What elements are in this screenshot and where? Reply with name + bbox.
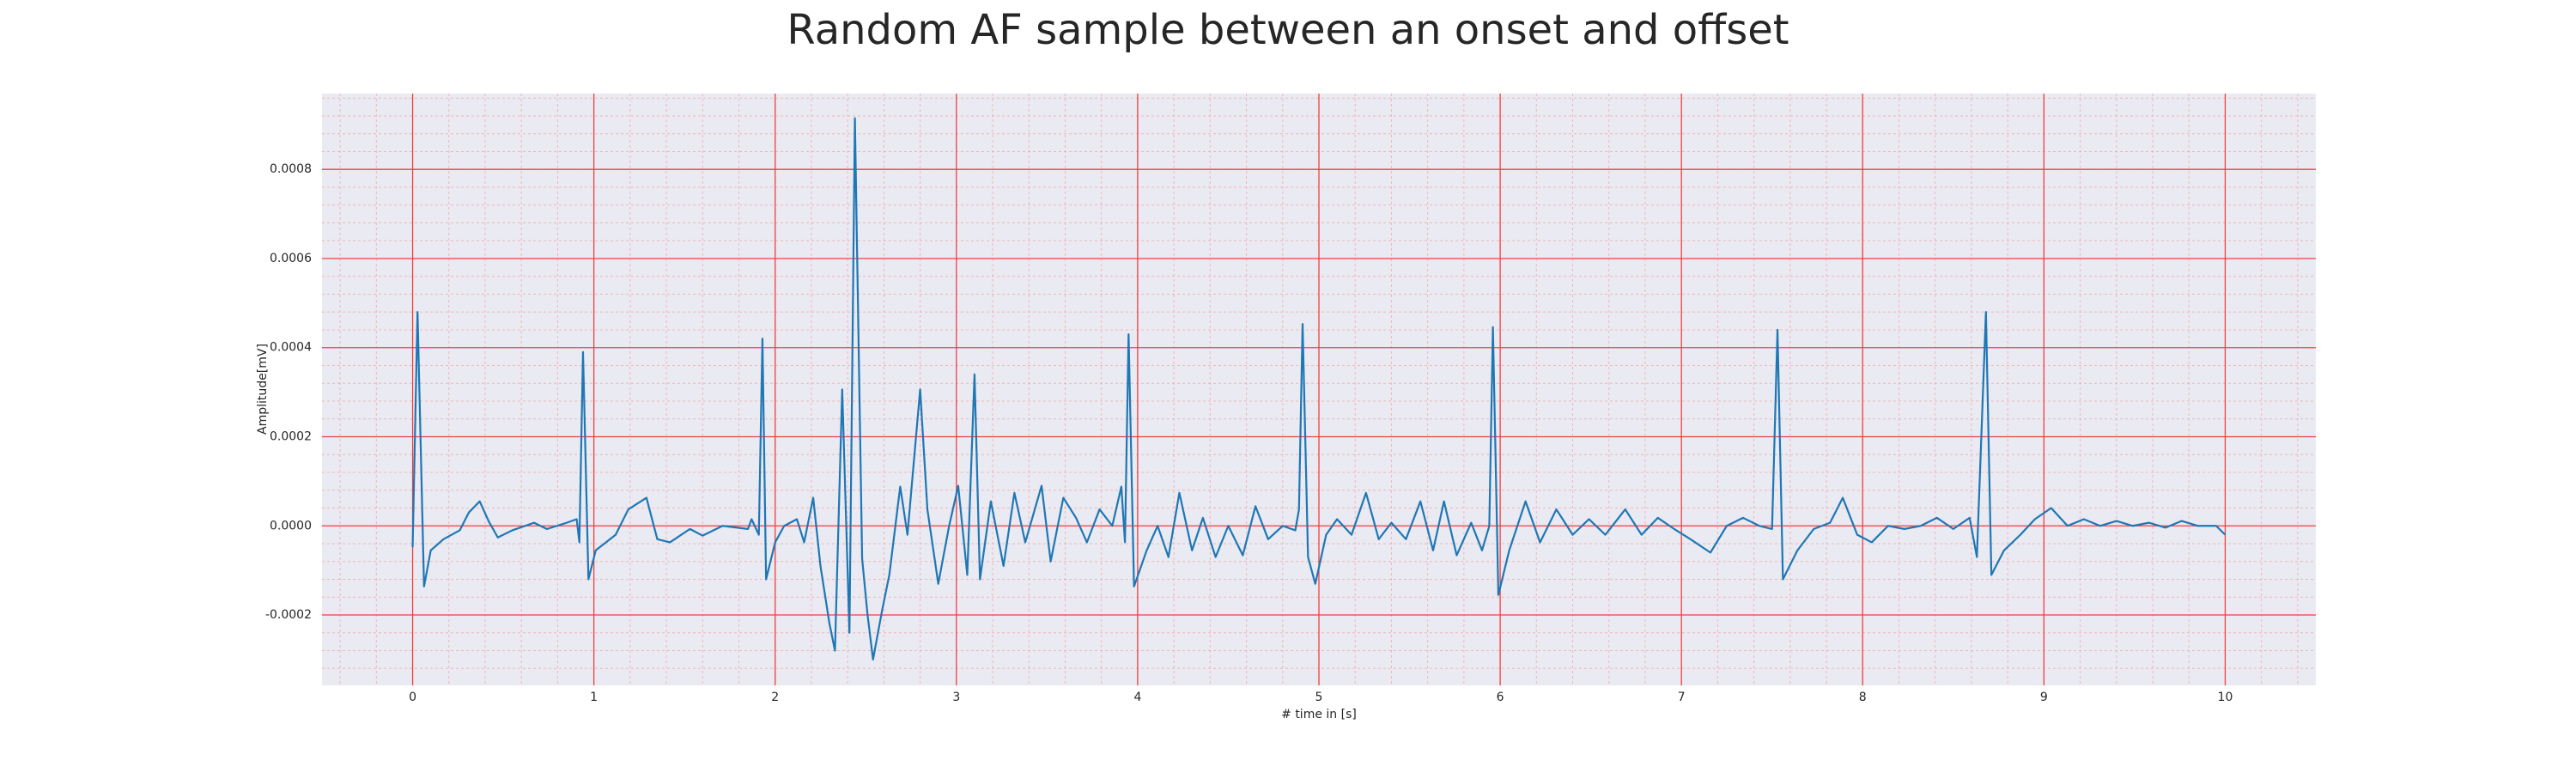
x-tick-label: 3 bbox=[952, 691, 960, 704]
x-tick-label: 2 bbox=[771, 691, 779, 704]
x-tick-label: 0 bbox=[409, 691, 416, 704]
x-tick-label: 6 bbox=[1497, 691, 1504, 704]
y-tick-label: 0.0004 bbox=[270, 341, 312, 355]
y-tick-label: 0.0000 bbox=[270, 519, 312, 533]
y-tick-label: -0.0002 bbox=[265, 608, 312, 622]
y-tick-label: 0.0006 bbox=[270, 252, 312, 265]
x-tick-label: 8 bbox=[1859, 691, 1867, 704]
x-tick-label: 9 bbox=[2040, 691, 2048, 704]
x-tick-label: 1 bbox=[590, 691, 598, 704]
y-axis-label: Amplitude[mV] bbox=[256, 344, 270, 435]
x-tick-label: 5 bbox=[1315, 691, 1323, 704]
x-tick-label: 4 bbox=[1133, 691, 1141, 704]
y-tick-label: 0.0008 bbox=[270, 162, 312, 176]
y-tick-label: 0.0002 bbox=[270, 429, 312, 443]
signal-line bbox=[411, 117, 2227, 661]
chart-title: Random AF sample between an onset and of… bbox=[787, 6, 1789, 54]
x-axis-label: # time in [s] bbox=[1281, 708, 1357, 721]
x-tick-label: 7 bbox=[1678, 691, 1686, 704]
x-tick-label: 10 bbox=[2218, 691, 2233, 704]
